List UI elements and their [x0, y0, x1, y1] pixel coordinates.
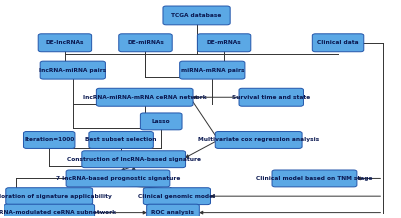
Text: DE-lncRNAs: DE-lncRNAs: [46, 40, 84, 45]
FancyBboxPatch shape: [239, 88, 304, 106]
Text: Survival time and state: Survival time and state: [232, 95, 310, 100]
Text: Iteration=1000: Iteration=1000: [24, 138, 74, 143]
Text: Clinical data: Clinical data: [317, 40, 359, 45]
FancyBboxPatch shape: [66, 170, 170, 187]
Text: Construction of lncRNA-based signature: Construction of lncRNA-based signature: [67, 157, 200, 162]
Text: ROC analysis: ROC analysis: [152, 210, 194, 215]
FancyBboxPatch shape: [82, 151, 186, 168]
Text: lncRNA-miRNA-mRNA ceRNA network: lncRNA-miRNA-mRNA ceRNA network: [83, 95, 207, 100]
Text: 7 lncRNA-modulated ceRNA subnetwork: 7 lncRNA-modulated ceRNA subnetwork: [0, 210, 116, 215]
FancyBboxPatch shape: [40, 61, 105, 79]
FancyBboxPatch shape: [312, 34, 364, 52]
Text: lncRNA-miRNA pairs: lncRNA-miRNA pairs: [39, 68, 106, 73]
Text: Clinical genomic model: Clinical genomic model: [138, 194, 216, 199]
FancyBboxPatch shape: [140, 113, 182, 130]
FancyBboxPatch shape: [4, 204, 95, 218]
Text: miRNA-mRNA pairs: miRNA-mRNA pairs: [180, 68, 244, 73]
FancyBboxPatch shape: [96, 88, 193, 106]
FancyBboxPatch shape: [38, 34, 92, 52]
Text: DE-miRNAs: DE-miRNAs: [127, 40, 164, 45]
FancyBboxPatch shape: [89, 131, 153, 148]
FancyBboxPatch shape: [163, 6, 230, 25]
Text: DE-mRNAs: DE-mRNAs: [207, 40, 241, 45]
FancyBboxPatch shape: [6, 188, 93, 205]
Text: TCGA database: TCGA database: [171, 13, 222, 18]
FancyBboxPatch shape: [197, 34, 251, 52]
Text: Lasso: Lasso: [152, 119, 170, 124]
Text: Exploration of signature applicability: Exploration of signature applicability: [0, 194, 111, 199]
FancyBboxPatch shape: [24, 131, 75, 148]
FancyBboxPatch shape: [215, 131, 302, 148]
FancyBboxPatch shape: [143, 188, 211, 205]
Text: Clinical model based on TNM stage: Clinical model based on TNM stage: [256, 176, 373, 181]
Text: Best subset selection: Best subset selection: [85, 138, 157, 143]
Text: Multivariate cox regression analysis: Multivariate cox regression analysis: [198, 138, 319, 143]
FancyBboxPatch shape: [147, 204, 199, 218]
FancyBboxPatch shape: [272, 170, 357, 187]
FancyBboxPatch shape: [180, 61, 245, 79]
Text: 7 lncRNA-based prognostic signature: 7 lncRNA-based prognostic signature: [56, 176, 180, 181]
FancyBboxPatch shape: [119, 34, 172, 52]
